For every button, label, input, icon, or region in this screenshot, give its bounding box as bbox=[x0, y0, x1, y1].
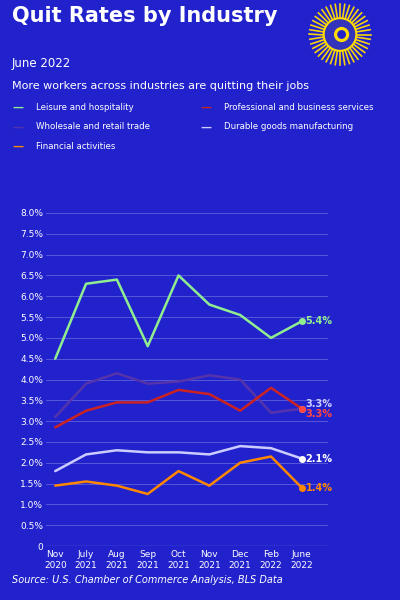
Text: Source: U.S. Chamber of Commerce Analysis, BLS Data: Source: U.S. Chamber of Commerce Analysi… bbox=[12, 575, 283, 585]
Circle shape bbox=[335, 28, 348, 41]
Text: —: — bbox=[12, 142, 23, 152]
Text: 3.3%: 3.3% bbox=[306, 409, 332, 419]
Text: Durable goods manufacturing: Durable goods manufacturing bbox=[224, 122, 353, 131]
Text: —: — bbox=[200, 103, 211, 113]
Text: —: — bbox=[12, 122, 23, 133]
Circle shape bbox=[338, 31, 345, 38]
Text: 2.1%: 2.1% bbox=[306, 454, 332, 464]
Circle shape bbox=[326, 20, 354, 49]
Text: —: — bbox=[200, 122, 211, 133]
Circle shape bbox=[325, 19, 355, 50]
Text: 1.4%: 1.4% bbox=[306, 483, 332, 493]
Text: June 2022: June 2022 bbox=[12, 57, 71, 70]
Text: Wholesale and retail trade: Wholesale and retail trade bbox=[36, 122, 150, 131]
Text: Leisure and hospitality: Leisure and hospitality bbox=[36, 103, 134, 112]
Text: Quit Rates by Industry: Quit Rates by Industry bbox=[12, 6, 278, 26]
Text: Financial activities: Financial activities bbox=[36, 142, 115, 151]
Text: More workers across industries are quitting their jobs: More workers across industries are quitt… bbox=[12, 81, 309, 91]
Text: 5.4%: 5.4% bbox=[306, 316, 332, 326]
Text: 3.3%: 3.3% bbox=[306, 398, 332, 409]
Text: —: — bbox=[12, 103, 23, 113]
Text: Professional and business services: Professional and business services bbox=[224, 103, 374, 112]
